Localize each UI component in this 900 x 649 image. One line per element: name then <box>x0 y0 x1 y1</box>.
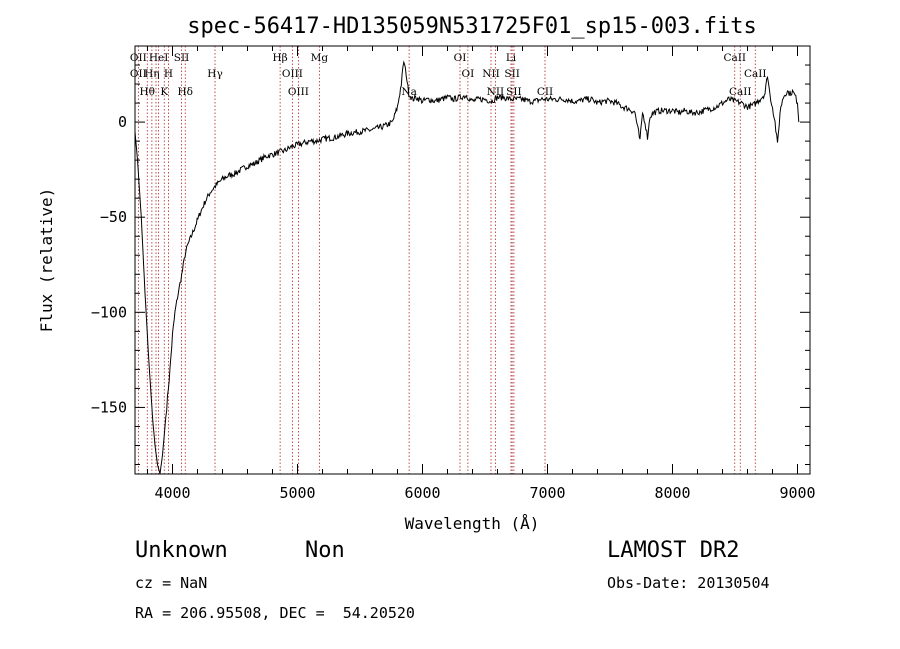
x-axis-label: Wavelength (Å) <box>405 514 540 533</box>
line-label-24: CII <box>537 86 553 98</box>
coordinates: RA = 206.95508, DEC = 54.20520 <box>135 604 415 622</box>
y-tick-label: −50 <box>100 208 127 226</box>
redshift-cz: cz = NaN <box>135 574 208 592</box>
x-tick-label: 7000 <box>529 484 565 502</box>
line-label-16: CaII <box>744 68 767 80</box>
y-tick-label: −150 <box>91 398 127 416</box>
line-label-6: Li <box>506 52 517 64</box>
line-label-14: NII <box>482 68 499 80</box>
x-tick-label: 9000 <box>779 484 815 502</box>
y-tick-label: 0 <box>118 113 127 131</box>
line-label-8: OII <box>130 68 147 80</box>
object-subclass: Non <box>305 538 345 563</box>
x-axis-ticks: 4000 5000 6000 7000 8000 9000 <box>147 46 816 502</box>
line-label-23: SII <box>506 86 522 98</box>
line-label-11: Hγ <box>207 68 222 80</box>
line-label-21: Na <box>401 86 416 98</box>
survey-name: LAMOST DR2 <box>607 538 740 563</box>
line-label-19: Hδ <box>178 86 193 98</box>
x-tick-label: 8000 <box>654 484 690 502</box>
x-tick-label: 5000 <box>279 484 315 502</box>
spectrum-line <box>134 60 800 475</box>
object-type: Unknown <box>135 538 228 563</box>
line-label-9: Hη <box>144 68 159 80</box>
line-label-4: Mg <box>311 52 329 64</box>
y-axis-label: Flux (relative) <box>37 188 56 333</box>
line-label-2: SII <box>174 52 190 64</box>
line-label-5: OI <box>454 52 467 64</box>
line-label-12: OIII <box>282 68 303 80</box>
line-label-20: OIII <box>288 86 309 98</box>
y-tick-label: −100 <box>91 303 127 321</box>
line-label-0: OII <box>130 52 147 64</box>
line-label-15: SII <box>504 68 520 80</box>
x-tick-label: 4000 <box>154 484 190 502</box>
line-label-17: Hθ <box>140 86 155 98</box>
line-label-10: H <box>164 68 173 80</box>
line-label-18: K <box>160 86 168 98</box>
x-tick-label: 6000 <box>404 484 440 502</box>
chart-title: spec-56417-HD135059N531725F01_sp15-003.f… <box>187 14 757 39</box>
line-label-25: CaII <box>729 86 752 98</box>
line-label-1: HeI <box>149 52 169 64</box>
observation-date: Obs-Date: 20130504 <box>607 574 770 592</box>
line-label-3: Hβ <box>273 52 288 64</box>
y-axis-ticks: 0 −50 −100 −150 <box>91 45 810 465</box>
emission-line-markers <box>137 46 756 474</box>
line-label-13: OI <box>461 68 474 80</box>
line-label-7: CaII <box>723 52 746 64</box>
